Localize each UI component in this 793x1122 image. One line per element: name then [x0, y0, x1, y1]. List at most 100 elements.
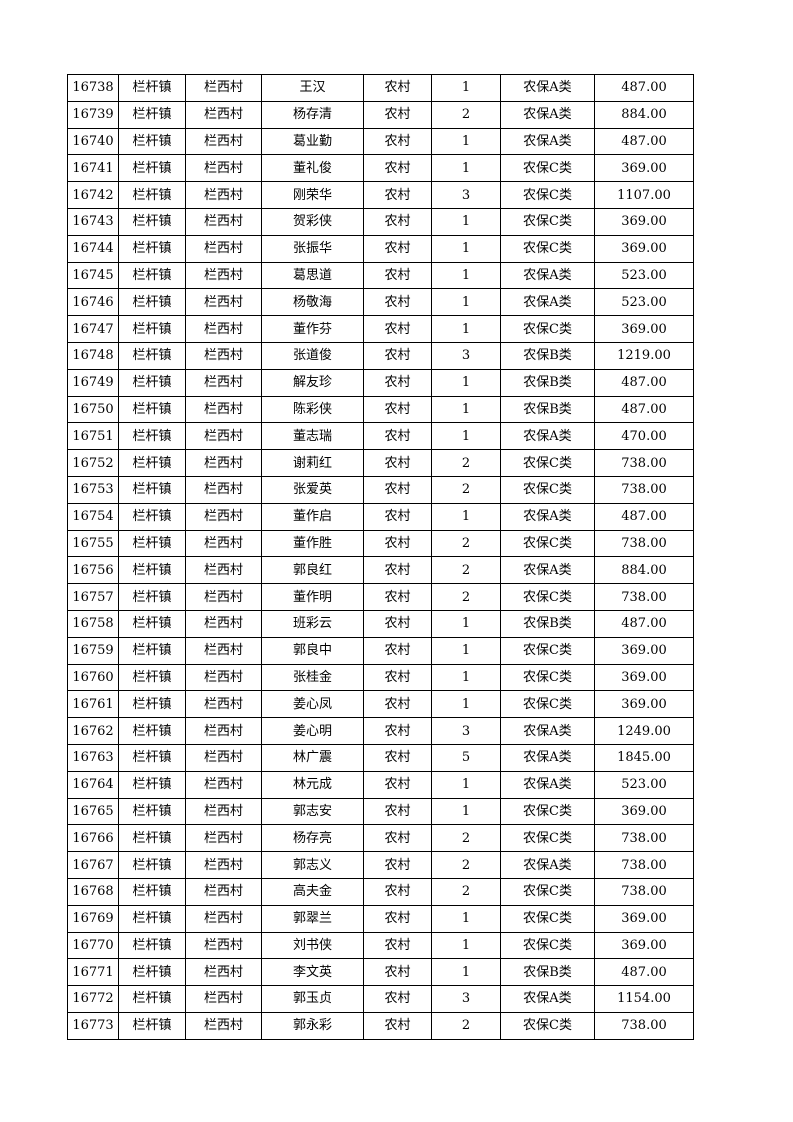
cell-category: 农保C类	[500, 690, 595, 719]
cell-amount: 523.00	[594, 261, 694, 290]
cell-type: 农村	[363, 851, 432, 879]
table-row: 16757 栏杆镇 栏西村 董作明 农村 2 农保C类 738.00	[67, 583, 694, 611]
cell-town: 栏杆镇	[118, 475, 186, 504]
cell-amount: 369.00	[594, 207, 694, 236]
cell-id: 16748	[67, 341, 119, 370]
cell-town: 栏杆镇	[118, 851, 186, 879]
cell-type: 农村	[363, 475, 432, 504]
cell-amount: 1154.00	[594, 985, 694, 1013]
cell-name: 姜心明	[261, 717, 364, 745]
cell-amount: 1845.00	[594, 743, 694, 772]
cell-id: 16759	[67, 636, 119, 665]
cell-name: 张桂金	[261, 663, 364, 692]
cell-town: 栏杆镇	[118, 395, 186, 424]
cell-name: 杨敬海	[261, 288, 364, 317]
cell-village: 栏西村	[185, 958, 262, 987]
cell-id: 16738	[67, 74, 119, 102]
cell-name: 谢莉红	[261, 449, 364, 477]
cell-category: 农保A类	[500, 502, 595, 531]
cell-type: 农村	[363, 931, 432, 960]
cell-category: 农保B类	[500, 368, 595, 397]
cell-town: 栏杆镇	[118, 100, 186, 129]
table-row: 16738 栏杆镇 栏西村 王汉 农村 1 农保A类 487.00	[67, 74, 694, 102]
cell-village: 栏西村	[185, 717, 262, 745]
cell-category: 农保A类	[500, 717, 595, 745]
cell-village: 栏西村	[185, 288, 262, 317]
table-row: 16747 栏杆镇 栏西村 董作芬 农村 1 农保C类 369.00	[67, 315, 694, 343]
cell-town: 栏杆镇	[118, 422, 186, 451]
cell-count: 1	[431, 690, 501, 719]
cell-name: 张道俊	[261, 341, 364, 370]
cell-town: 栏杆镇	[118, 904, 186, 933]
cell-amount: 1107.00	[594, 181, 694, 209]
cell-count: 1	[431, 234, 501, 263]
cell-type: 农村	[363, 583, 432, 611]
cell-village: 栏西村	[185, 690, 262, 719]
cell-count: 2	[431, 529, 501, 558]
table-row: 16762 栏杆镇 栏西村 姜心明 农村 3 农保A类 1249.00	[67, 717, 694, 745]
cell-count: 3	[431, 717, 501, 745]
cell-id: 16755	[67, 529, 119, 558]
cell-category: 农保A类	[500, 127, 595, 156]
cell-name: 林元成	[261, 770, 364, 799]
cell-type: 农村	[363, 1011, 432, 1040]
cell-amount: 738.00	[594, 824, 694, 853]
cell-name: 刘书侠	[261, 931, 364, 960]
cell-town: 栏杆镇	[118, 717, 186, 745]
cell-id: 16768	[67, 877, 119, 906]
cell-type: 农村	[363, 556, 432, 585]
cell-name: 班彩云	[261, 609, 364, 638]
table-row: 16767 栏杆镇 栏西村 郭志义 农村 2 农保A类 738.00	[67, 851, 694, 879]
table-row: 16770 栏杆镇 栏西村 刘书侠 农村 1 农保C类 369.00	[67, 931, 694, 960]
cell-id: 16742	[67, 181, 119, 209]
cell-id: 16757	[67, 583, 119, 611]
cell-category: 农保A类	[500, 74, 595, 102]
cell-id: 16744	[67, 234, 119, 263]
table-row: 16752 栏杆镇 栏西村 谢莉红 农村 2 农保C类 738.00	[67, 449, 694, 477]
cell-name: 杨存清	[261, 100, 364, 129]
table-row: 16766 栏杆镇 栏西村 杨存亮 农村 2 农保C类 738.00	[67, 824, 694, 853]
cell-id: 16741	[67, 154, 119, 183]
cell-type: 农村	[363, 609, 432, 638]
cell-amount: 369.00	[594, 636, 694, 665]
cell-type: 农村	[363, 690, 432, 719]
cell-count: 1	[431, 958, 501, 987]
cell-count: 1	[431, 154, 501, 183]
cell-village: 栏西村	[185, 636, 262, 665]
table-row: 16741 栏杆镇 栏西村 董礼俊 农村 1 农保C类 369.00	[67, 154, 694, 183]
cell-type: 农村	[363, 234, 432, 263]
cell-name: 董礼俊	[261, 154, 364, 183]
cell-count: 1	[431, 261, 501, 290]
cell-amount: 487.00	[594, 127, 694, 156]
cell-town: 栏杆镇	[118, 288, 186, 317]
cell-name: 林广震	[261, 743, 364, 772]
table-row: 16768 栏杆镇 栏西村 高夫金 农村 2 农保C类 738.00	[67, 877, 694, 906]
cell-village: 栏西村	[185, 743, 262, 772]
cell-name: 郭翠兰	[261, 904, 364, 933]
table-row: 16759 栏杆镇 栏西村 郭良中 农村 1 农保C类 369.00	[67, 636, 694, 665]
cell-count: 1	[431, 368, 501, 397]
table-row: 16754 栏杆镇 栏西村 董作启 农村 1 农保A类 487.00	[67, 502, 694, 531]
cell-id: 16766	[67, 824, 119, 853]
cell-town: 栏杆镇	[118, 234, 186, 263]
cell-town: 栏杆镇	[118, 127, 186, 156]
cell-name: 张振华	[261, 234, 364, 263]
cell-town: 栏杆镇	[118, 636, 186, 665]
cell-type: 农村	[363, 422, 432, 451]
cell-category: 农保A类	[500, 422, 595, 451]
cell-town: 栏杆镇	[118, 529, 186, 558]
cell-town: 栏杆镇	[118, 931, 186, 960]
cell-town: 栏杆镇	[118, 502, 186, 531]
cell-village: 栏西村	[185, 127, 262, 156]
cell-id: 16761	[67, 690, 119, 719]
cell-id: 16772	[67, 985, 119, 1013]
cell-category: 农保A类	[500, 770, 595, 799]
cell-name: 陈彩侠	[261, 395, 364, 424]
table-row: 16765 栏杆镇 栏西村 郭志安 农村 1 农保C类 369.00	[67, 797, 694, 826]
cell-town: 栏杆镇	[118, 770, 186, 799]
table-row: 16763 栏杆镇 栏西村 林广震 农村 5 农保A类 1845.00	[67, 743, 694, 772]
cell-town: 栏杆镇	[118, 181, 186, 209]
table-row: 16773 栏杆镇 栏西村 郭永彩 农村 2 农保C类 738.00	[67, 1011, 694, 1040]
table-row: 16761 栏杆镇 栏西村 姜心凤 农村 1 农保C类 369.00	[67, 690, 694, 719]
cell-category: 农保C类	[500, 475, 595, 504]
